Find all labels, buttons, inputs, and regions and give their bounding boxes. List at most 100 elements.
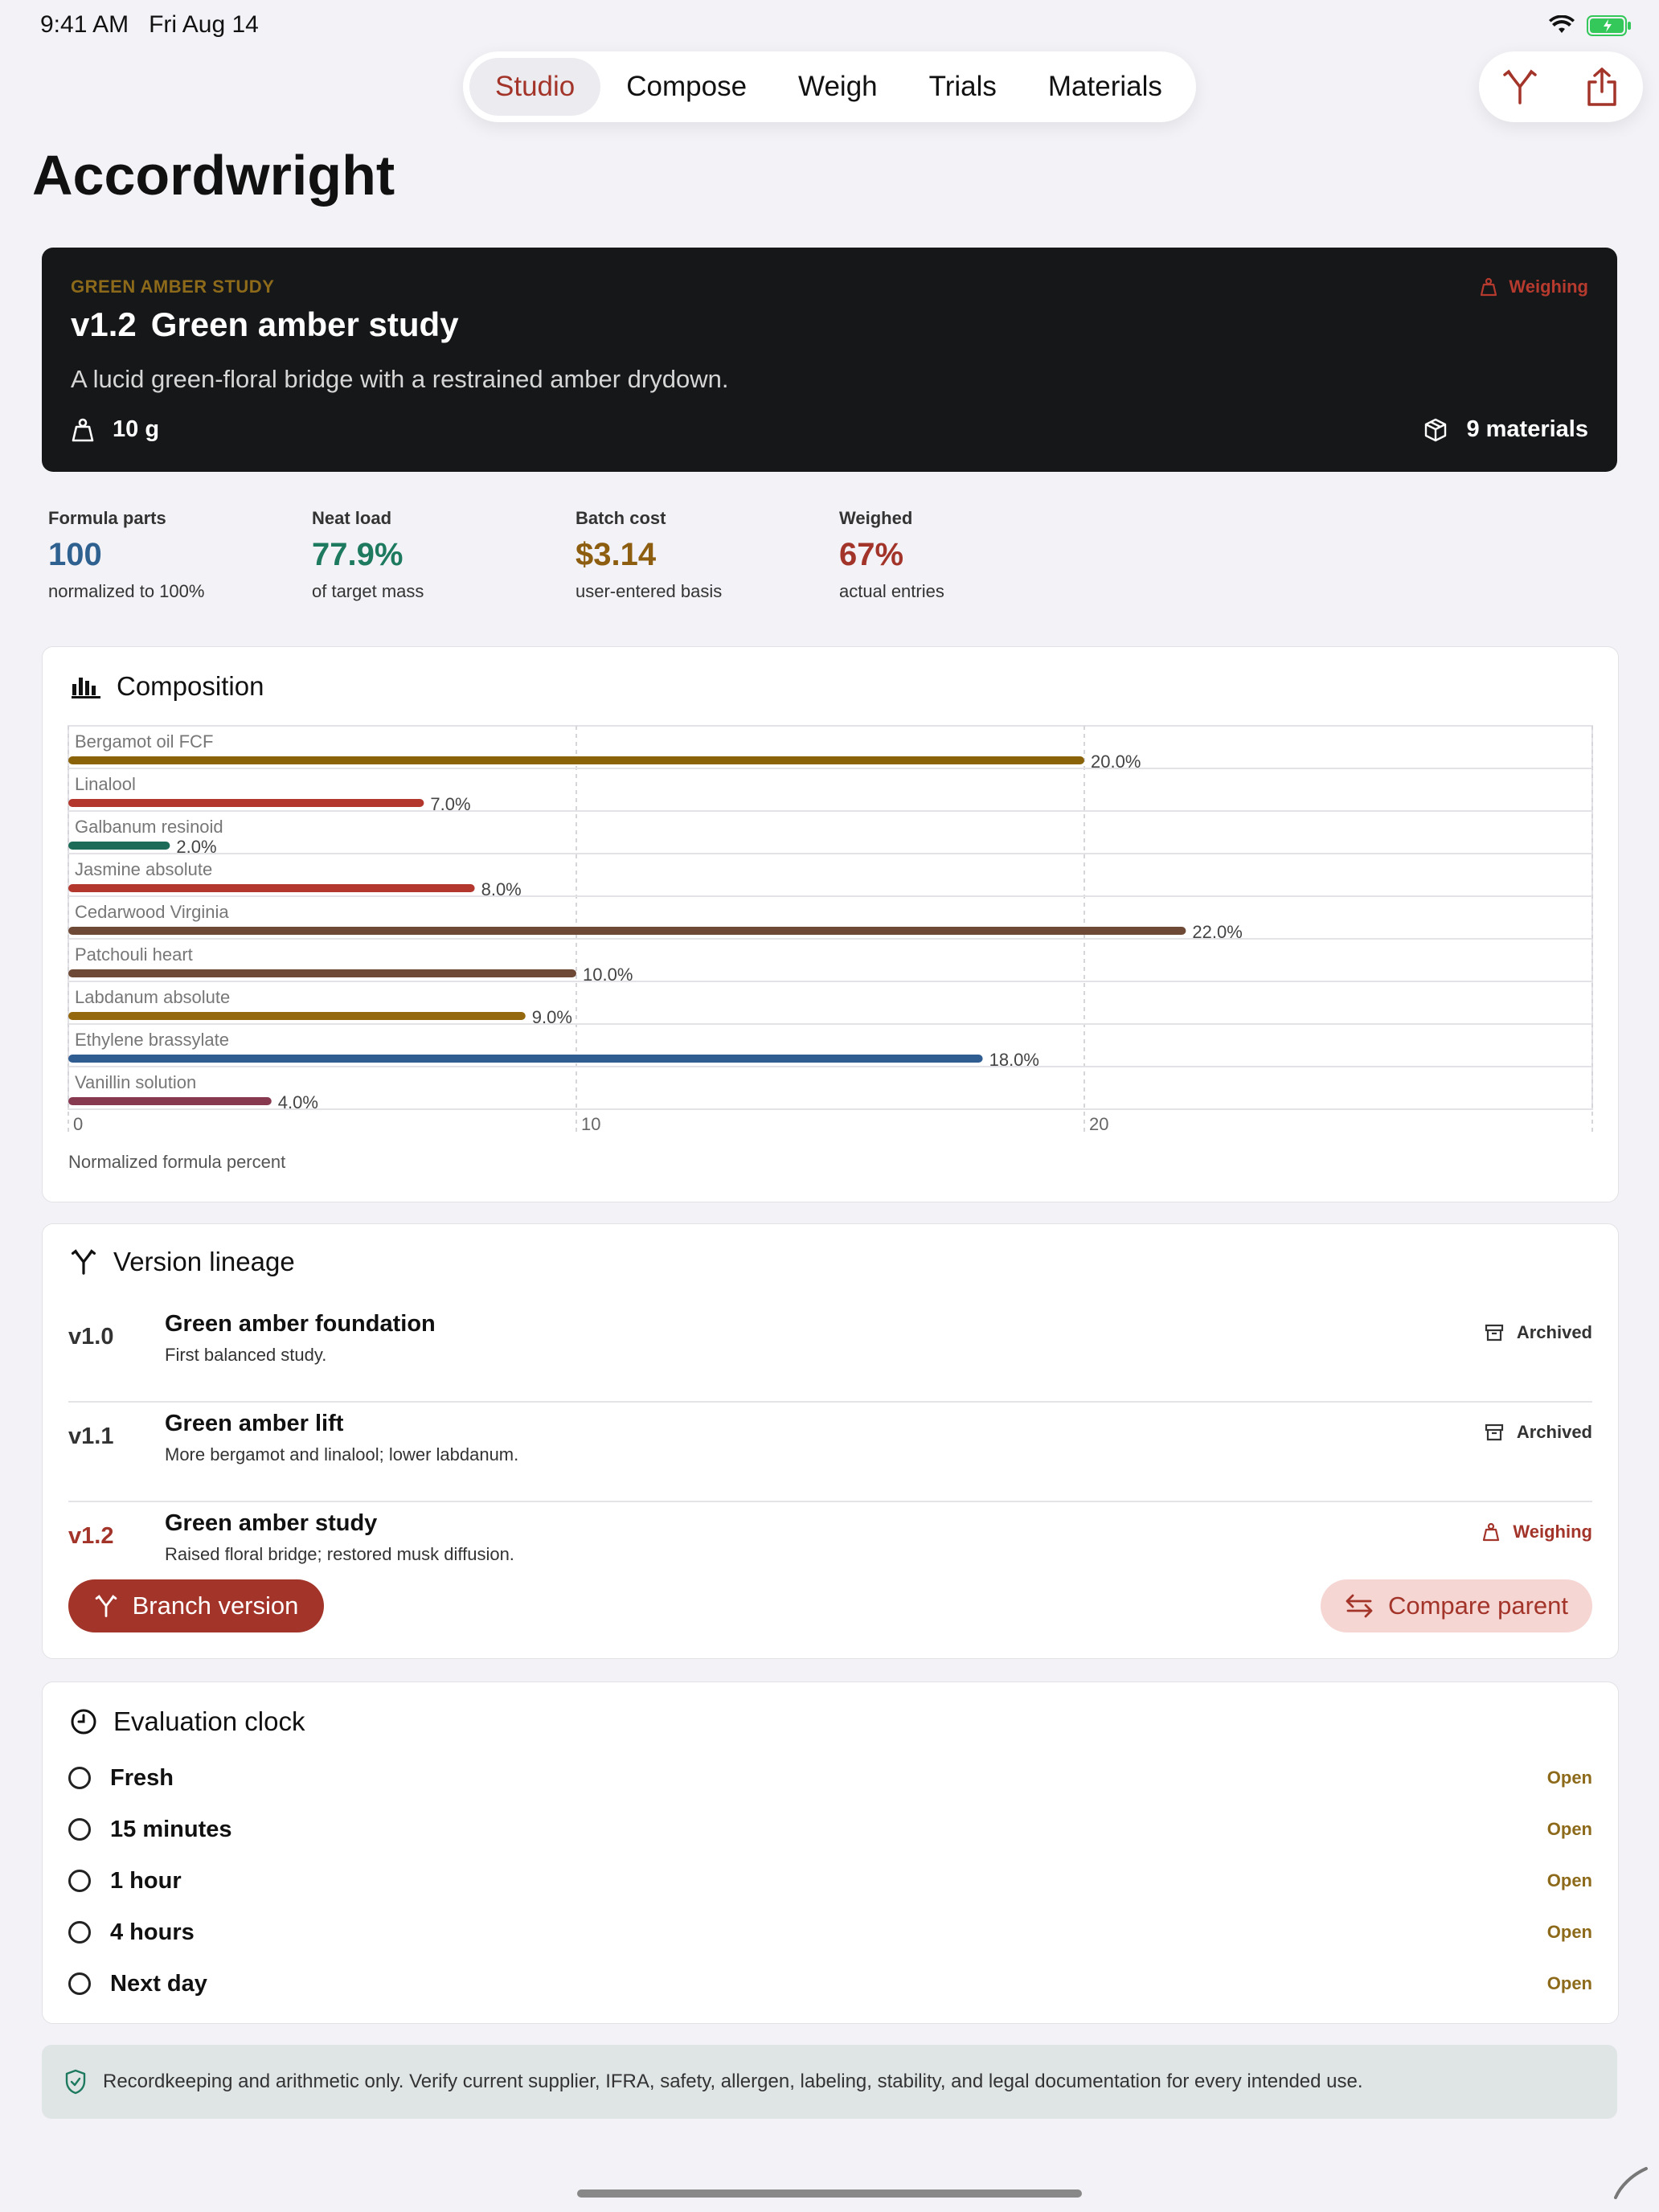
- category-label: Jasmine absolute: [75, 859, 212, 879]
- lineage-badge: Archived: [1485, 1322, 1592, 1343]
- wifi-icon: [1549, 15, 1575, 33]
- chart-frame: [68, 725, 1593, 1110]
- evaluation-clock-card: Evaluation clock Fresh Open 15 minutes O…: [42, 1682, 1619, 2024]
- lineage-badge: Weighing: [1482, 1522, 1592, 1542]
- category-label: Patchouli heart: [75, 944, 193, 965]
- stat-value: 100: [48, 537, 102, 572]
- bar: [68, 842, 170, 850]
- evaluation-state: Open: [1546, 1768, 1592, 1788]
- hero-title-text: Green amber study: [150, 305, 459, 343]
- category-label: Galbanum resinoid: [75, 817, 223, 837]
- composition-title: Composition: [117, 671, 264, 701]
- tab-materials[interactable]: Materials: [1047, 71, 1162, 102]
- stat-value: 67%: [839, 537, 904, 572]
- bar: [68, 1097, 272, 1105]
- archive-icon: [1485, 1324, 1503, 1342]
- hero-status-text: Weighing: [1509, 276, 1588, 297]
- evaluation-row[interactable]: 1 hour Open: [68, 1861, 1592, 1901]
- weight-icon: [1483, 1522, 1500, 1542]
- branch-icon: [71, 1249, 96, 1275]
- compare-parent-button[interactable]: Compare parent: [1321, 1579, 1592, 1632]
- notice-text: Recordkeeping and arithmetic only. Verif…: [103, 2071, 1363, 2092]
- checkbox-circle[interactable]: [68, 1818, 91, 1841]
- stat-sub: normalized to 100%: [48, 581, 205, 601]
- tab-compose[interactable]: Compose: [626, 71, 748, 102]
- lineage-version: v1.2: [68, 1523, 114, 1549]
- weight-icon: [1481, 277, 1497, 297]
- lineage-note: Raised floral bridge; restored musk diff…: [165, 1544, 514, 1564]
- lineage-version: v1.0: [68, 1324, 114, 1350]
- archive-icon: [1485, 1423, 1503, 1441]
- bar: [68, 1012, 526, 1020]
- category-label: Labdanum absolute: [75, 987, 230, 1007]
- branch-version-label: Branch version: [132, 1591, 299, 1620]
- bar: [68, 756, 1084, 764]
- category-label: Bergamot oil FCF: [75, 731, 213, 752]
- category-label: Ethylene brassylate: [75, 1030, 229, 1050]
- tab-trials[interactable]: Trials: [928, 71, 997, 102]
- stat-neat-load: Neat load 77.9% of target mass: [312, 508, 569, 602]
- hero-status-badge: Weighing: [1480, 276, 1588, 297]
- branch-icon[interactable]: [1501, 68, 1539, 106]
- evaluation-label: Fresh: [110, 1764, 174, 1791]
- checkbox-circle[interactable]: [68, 1767, 91, 1789]
- stat-value: 77.9%: [312, 537, 403, 572]
- evaluation-row[interactable]: 15 minutes Open: [68, 1809, 1592, 1849]
- lineage-version: v1.1: [68, 1423, 114, 1449]
- home-indicator: [577, 2189, 1082, 2198]
- shield-check-icon: [65, 2069, 86, 2095]
- tab-weigh[interactable]: Weigh: [798, 71, 878, 102]
- battery-icon: [1587, 15, 1631, 36]
- checkbox-circle[interactable]: [68, 1870, 91, 1892]
- hero-materials-count: 9 materials: [1466, 416, 1588, 442]
- evaluation-state: Open: [1546, 1922, 1592, 1942]
- compliance-notice: Recordkeeping and arithmetic only. Verif…: [42, 2045, 1617, 2119]
- evaluation-row[interactable]: Fresh Open: [68, 1758, 1592, 1798]
- evaluation-label: 1 hour: [110, 1867, 182, 1894]
- toolbar-actions: [1479, 51, 1643, 122]
- lineage-title: Version lineage: [113, 1247, 295, 1276]
- lineage-row[interactable]: v1.0 Green amber foundation First balanc…: [68, 1303, 1592, 1403]
- lineage-name: Green amber study: [165, 1510, 378, 1536]
- status-time: 9:41 AM Fri Aug 14: [40, 11, 259, 39]
- hero-mass: 10 g: [71, 416, 159, 443]
- share-icon[interactable]: [1583, 66, 1621, 108]
- hero-version: v1.2: [71, 305, 137, 343]
- evaluation-header: Evaluation clock: [70, 1706, 305, 1737]
- checkbox-circle[interactable]: [68, 1921, 91, 1944]
- lineage-name: Green amber foundation: [165, 1311, 436, 1337]
- lineage-badge-text: Weighing: [1513, 1522, 1592, 1542]
- compare-parent-label: Compare parent: [1387, 1591, 1568, 1620]
- evaluation-label: Next day: [110, 1970, 207, 1997]
- branch-version-button[interactable]: Branch version: [68, 1579, 324, 1632]
- bar-chart-icon: [72, 678, 100, 698]
- hero-description: A lucid green-floral bridge with a restr…: [71, 365, 729, 393]
- hero-eyebrow: GREEN AMBER STUDY: [71, 276, 275, 297]
- stat-weighed: Weighed 67% actual entries: [839, 508, 1096, 602]
- tick-label: 10: [581, 1114, 600, 1134]
- formula-hero-card: GREEN AMBER STUDY Weighing v1.2 Green amb…: [42, 248, 1617, 472]
- hero-materials: 9 materials: [1423, 416, 1588, 443]
- lineage-row[interactable]: v1.1 Green amber lift More bergamot and …: [68, 1403, 1592, 1502]
- lineage-row-current[interactable]: v1.2 Green amber study Raised floral bri…: [68, 1502, 1592, 1575]
- tab-bar: Studio Compose Weigh Trials Materials: [463, 51, 1196, 122]
- stat-label: Batch cost: [576, 508, 666, 528]
- evaluation-state: Open: [1546, 1819, 1592, 1839]
- bar: [68, 799, 424, 807]
- evaluation-title: Evaluation clock: [113, 1706, 305, 1736]
- lineage-note: More bergamot and linalool; lower labdan…: [165, 1444, 519, 1464]
- branch-icon: [95, 1595, 117, 1617]
- bar: [68, 1055, 983, 1063]
- evaluation-row[interactable]: 4 hours Open: [68, 1912, 1592, 1952]
- status-indicators: [1548, 14, 1632, 37]
- stat-sub: user-entered basis: [576, 581, 723, 601]
- tab-studio[interactable]: Studio: [469, 58, 601, 116]
- stat-sub: actual entries: [839, 581, 944, 601]
- lineage-header: Version lineage: [70, 1247, 295, 1277]
- composition-header: Composition: [72, 671, 264, 702]
- pencil-edge-icon: [1614, 2167, 1648, 2199]
- evaluation-row[interactable]: Next day Open: [68, 1964, 1592, 2004]
- lineage-name: Green amber lift: [165, 1411, 344, 1436]
- checkbox-circle[interactable]: [68, 1972, 91, 1995]
